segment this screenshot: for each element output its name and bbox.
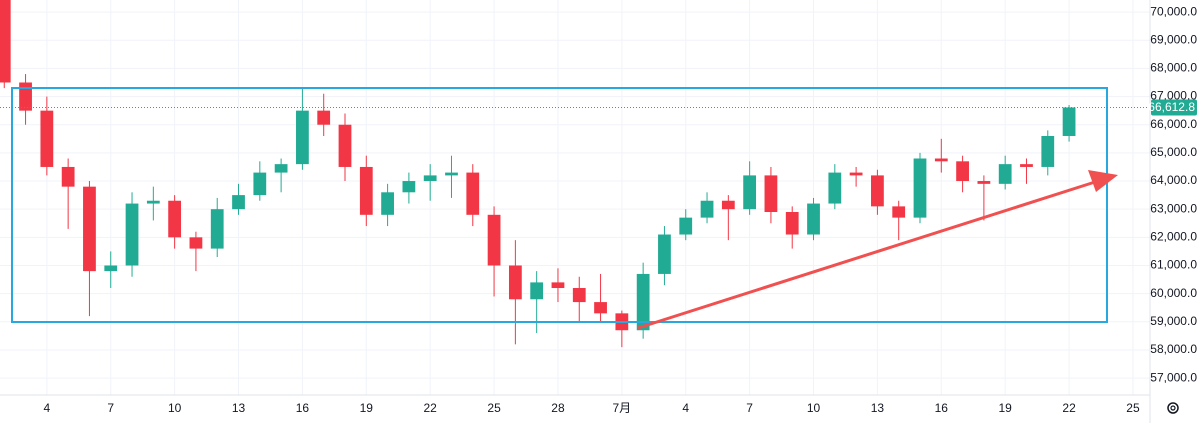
grid [0, 0, 1150, 395]
x-tick-label: 19 [999, 401, 1013, 415]
candle-body [466, 172, 480, 215]
candle-body [700, 200, 714, 218]
last-price-tag [1151, 99, 1197, 116]
x-tick-label: 28 [551, 401, 565, 415]
trend-arrow [637, 180, 1096, 330]
candle-body [445, 172, 458, 176]
candle-body [977, 181, 991, 184]
candle-body [764, 175, 778, 212]
candle-body [956, 161, 969, 182]
candle-body [317, 110, 331, 125]
candle-body [232, 195, 245, 210]
x-tick-label: 16 [935, 401, 949, 415]
y-tick-label: 61,000.0 [1150, 258, 1197, 272]
y-tick-label: 70,000.0 [1150, 4, 1197, 18]
y-tick-label: 58,000.0 [1150, 342, 1197, 356]
candle-body [508, 265, 522, 300]
candle-body [721, 200, 735, 210]
candle-body [40, 110, 54, 167]
candle-body [104, 265, 118, 272]
y-tick-label: 59,000.0 [1150, 314, 1197, 328]
y-tick-label: 67,000.0 [1150, 89, 1197, 103]
y-tick-label: 65,000.0 [1150, 145, 1197, 159]
candle-body [636, 273, 650, 331]
range-box [11, 87, 1108, 323]
candle-body [828, 172, 842, 204]
candle-body [551, 282, 565, 289]
x-tick-label: 22 [424, 401, 438, 415]
x-tick-label: 16 [296, 401, 310, 415]
arrow-head [1088, 170, 1118, 192]
x-tick-label: 25 [487, 401, 501, 415]
candle-body [1041, 135, 1055, 167]
candle-body [338, 124, 352, 167]
candle-body [83, 186, 96, 272]
candle-body [61, 166, 75, 187]
candle-body [402, 181, 416, 193]
x-tick-label: 19 [360, 401, 374, 415]
candle-body [189, 237, 203, 249]
candle-body [572, 288, 586, 303]
candle-body [296, 110, 309, 165]
candle-body [210, 209, 224, 249]
candle-body [19, 82, 32, 111]
candle-body [1062, 107, 1076, 136]
candle-body [381, 192, 394, 215]
x-tick-label: 22 [1062, 401, 1076, 415]
candle-body [146, 200, 160, 204]
x-tick-label: 7 [746, 401, 753, 415]
x-tick-label: 4 [44, 401, 51, 415]
candle-body [125, 203, 139, 266]
y-tick-label: 57,000.0 [1150, 370, 1197, 384]
candle-body [658, 234, 671, 274]
candle-body [359, 166, 373, 215]
candle-body [871, 175, 884, 207]
x-tick-label: 13 [871, 401, 885, 415]
x-tick-label: 25 [1126, 401, 1140, 415]
y-tick-label: 64,000.0 [1150, 173, 1197, 187]
y-tick-label: 60,000.0 [1150, 286, 1197, 300]
x-tick-label: 10 [168, 401, 182, 415]
candle-body [0, 0, 11, 83]
x-tick-label: 4 [682, 401, 689, 415]
candle-body [594, 302, 607, 314]
candle-body [679, 217, 693, 235]
y-tick-label: 68,000.0 [1150, 61, 1197, 75]
settings-icon-center[interactable] [1170, 405, 1176, 411]
candle-body [785, 211, 799, 235]
candle-body [530, 282, 544, 300]
candles [0, 0, 1076, 348]
axis: 57,000.0 58,000.0 59,000.0 60,000.0 61,000.0… [44, 4, 1198, 415]
candle-body [423, 175, 437, 182]
y-tick-label: 66,000.0 [1150, 117, 1197, 131]
x-tick-label: 7月 [613, 401, 632, 415]
y-tick-label: 69,000.0 [1150, 32, 1197, 46]
candle-body [998, 164, 1012, 184]
candle-body [1020, 164, 1033, 167]
candle-body [487, 214, 501, 266]
x-tick-label: 10 [807, 401, 821, 415]
y-tick-label: 63,000.0 [1150, 201, 1197, 215]
candle-body [168, 200, 182, 238]
candle-body [807, 203, 820, 235]
candle-body [743, 175, 757, 210]
x-tick-label: 13 [232, 401, 246, 415]
candle-body [913, 158, 927, 218]
y-tick-label: 62,000.0 [1150, 230, 1197, 244]
x-tick-label: 7 [107, 401, 114, 415]
last-price-label: 66,612.8 [1148, 100, 1195, 114]
candle-body [274, 164, 288, 173]
settings-icon[interactable] [1167, 402, 1179, 414]
candle-body [253, 172, 267, 196]
candle-body [849, 172, 863, 176]
candle-body [892, 206, 906, 218]
candle-body [934, 158, 948, 162]
